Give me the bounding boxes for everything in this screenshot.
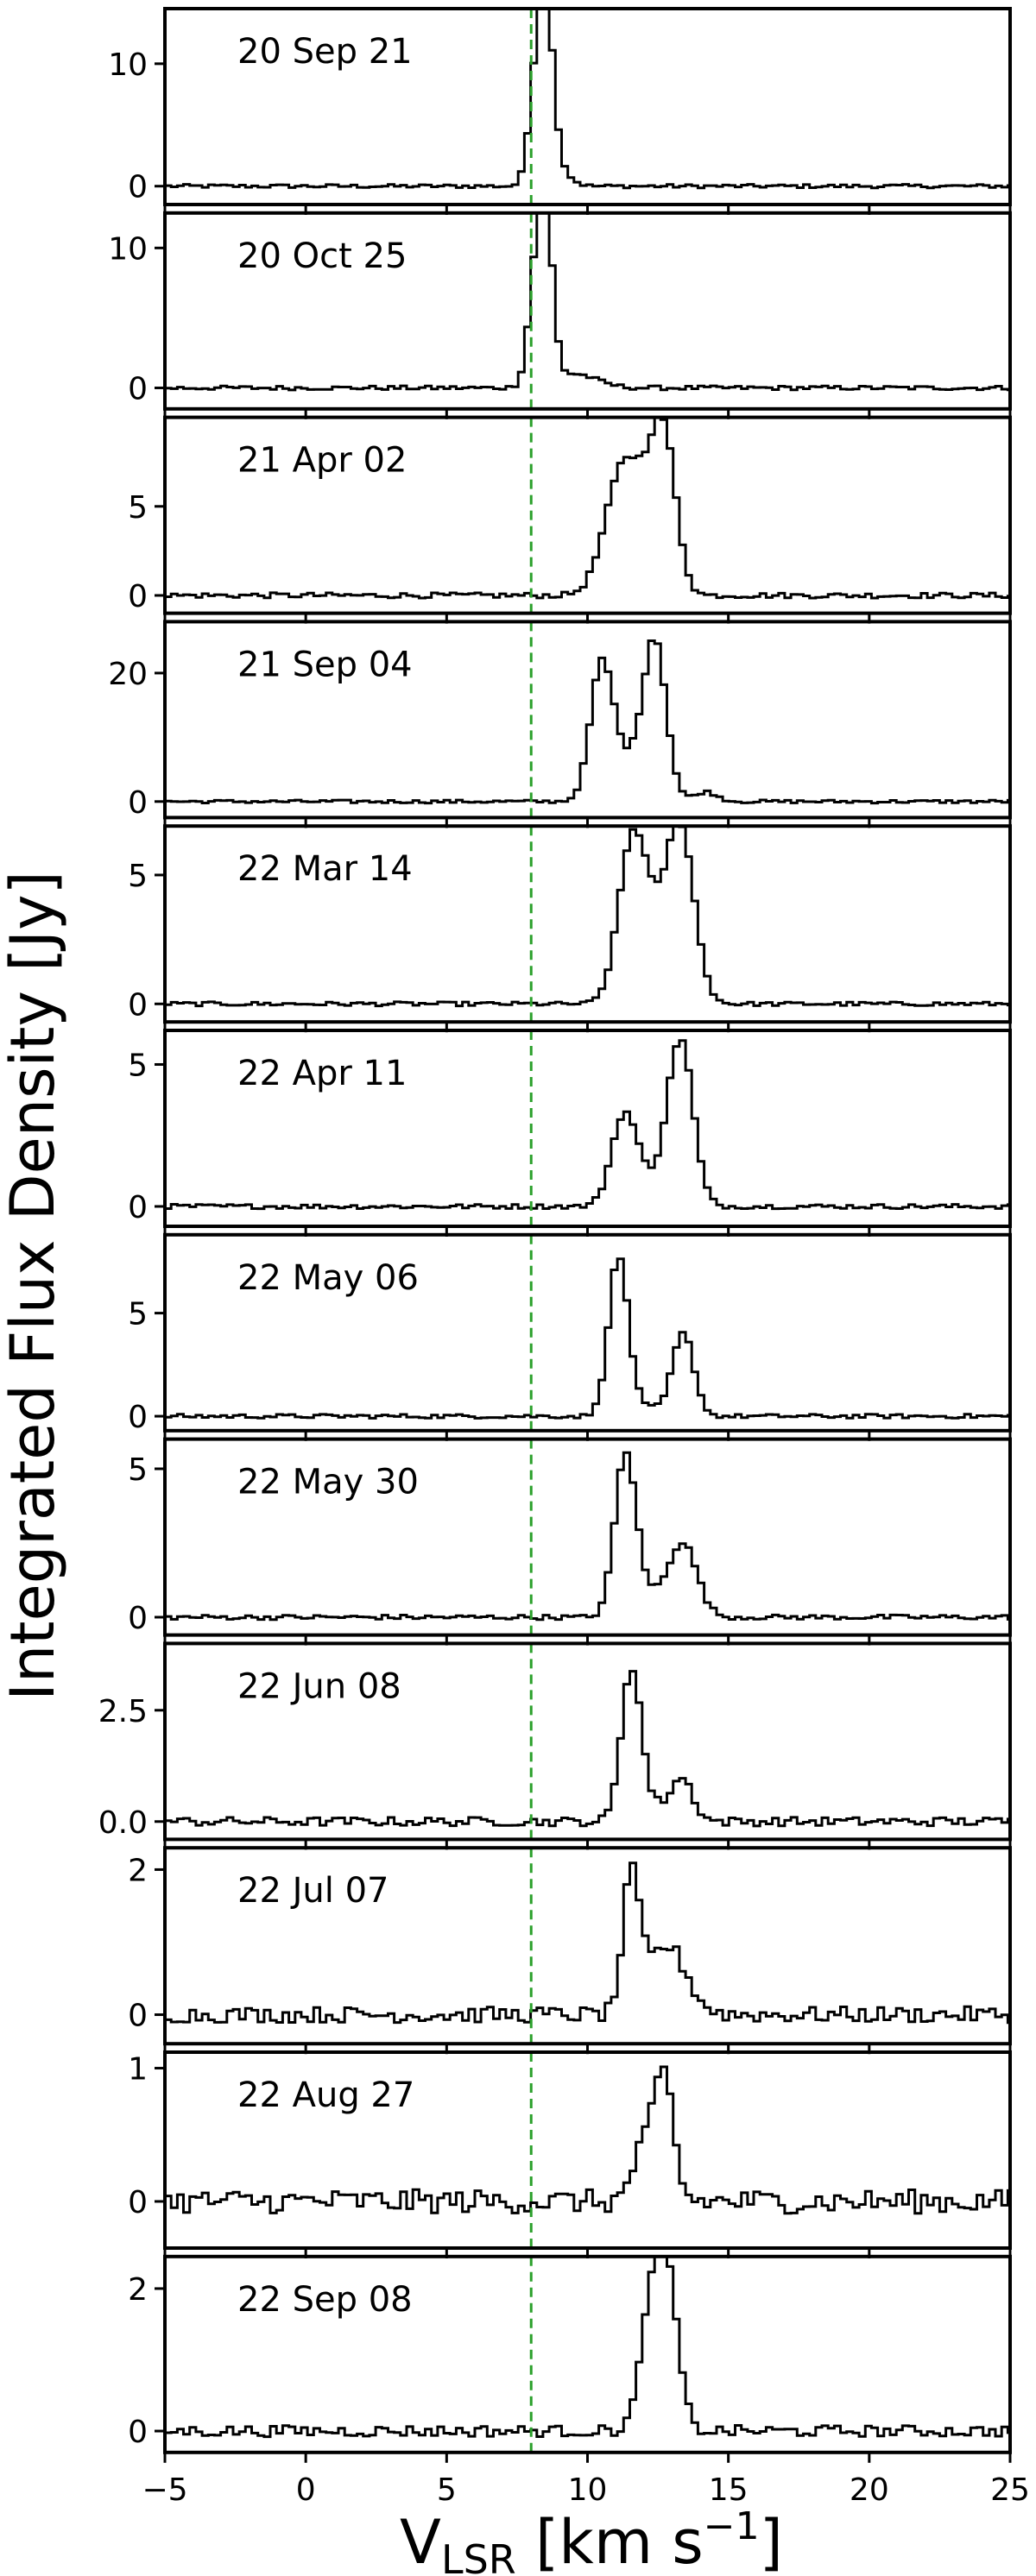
spectrum-panel: 0 1 22 Aug 27: [128, 2050, 1012, 2258]
panel-date-label: 20 Sep 21: [237, 32, 413, 72]
spectrum-line: [165, 9, 1010, 190]
spectrum-line: [165, 1039, 1010, 1211]
spectrum-panel: 0 5 22 Apr 11: [128, 1029, 1012, 1237]
panel-date-label: 22 May 30: [237, 1463, 419, 1502]
x-tick-label: 25: [990, 2472, 1030, 2508]
y-tick-label: 0: [128, 2415, 148, 2450]
y-tick-label: 20: [108, 657, 148, 692]
panel-date-label: 21 Sep 04: [237, 645, 413, 684]
spectrum-line: [165, 417, 1010, 600]
spectrum-panel: 0 5 22 May 06: [128, 1232, 1012, 1441]
spectrum-line: [165, 212, 1010, 392]
spectrum-panel: 0.0 2.5 22 Jun 08: [98, 1641, 1012, 1850]
panel-date-label: 22 Sep 08: [237, 2280, 413, 2320]
spectrum-line: [165, 2256, 1010, 2439]
panel-date-label: 20 Oct 25: [237, 236, 407, 276]
panel-date-label: 22 Mar 14: [237, 849, 413, 889]
y-tick-label: 0: [128, 785, 148, 821]
x-tick-label: 10: [568, 2472, 608, 2508]
y-axis-title: Integrated Flux Density [Jy]: [0, 871, 68, 1701]
y-tick-label: 0: [128, 987, 148, 1023]
spectrum-line: [165, 1257, 1010, 1420]
x-tick-label: 20: [850, 2472, 889, 2508]
panel-date-label: 22 Jul 07: [237, 1871, 389, 1911]
x-tick-label: 15: [709, 2472, 749, 2508]
y-tick-label: 5: [128, 490, 148, 526]
y-tick-label: 2.5: [98, 1694, 148, 1729]
spectrum-line: [165, 639, 1010, 805]
y-tick-label: 10: [108, 231, 148, 267]
y-tick-label: 0: [128, 371, 148, 406]
spectrum-line: [165, 826, 1010, 1008]
y-tick-label: 1: [128, 2052, 148, 2088]
y-tick-label: 0: [128, 170, 148, 205]
spectrum-panel: 0 5 22 May 30: [128, 1437, 1012, 1646]
y-tick-label: 0: [128, 1999, 148, 2034]
spectrum-line: [165, 1861, 1010, 2025]
y-tick-label: 0: [128, 1400, 148, 1435]
y-tick-label: 5: [128, 859, 148, 894]
y-tick-label: 2: [128, 2272, 148, 2308]
spectrum-panel: 0 5 22 Mar 14: [128, 824, 1012, 1033]
panel-date-label: 22 Jun 08: [237, 1666, 401, 1706]
panel-date-label: 22 Aug 27: [237, 2075, 414, 2115]
y-tick-label: 0: [128, 1190, 148, 1225]
x-tick-label: −5: [142, 2472, 187, 2508]
x-axis-title: VLSR [km s−1]: [400, 2504, 783, 2576]
y-tick-label: 0: [128, 579, 148, 614]
spectrum-panel: 0 2 22 Sep 08 −5 0 5 10 15 20 25: [128, 2254, 1030, 2508]
spectrum-panel: 0 20 21 Sep 04: [108, 620, 1012, 828]
spectrum-panel: 0 5 21 Apr 02: [128, 415, 1012, 624]
spectrum-line: [165, 1451, 1010, 1622]
y-tick-label: 5: [128, 1048, 148, 1083]
y-tick-label: 0: [128, 2185, 148, 2220]
y-tick-label: 2: [128, 1853, 148, 1888]
spectrum-line: [165, 2065, 1010, 2215]
y-tick-label: 0: [128, 1601, 148, 1636]
x-tick-label: 5: [437, 2472, 457, 2508]
spectrum-panel: 0 2 22 Jul 07: [128, 1846, 1012, 2055]
spectrum-panel: 0 10 20 Oct 25: [108, 211, 1012, 419]
spectrum-line: [165, 1670, 1010, 1828]
y-tick-label: 10: [108, 47, 148, 83]
x-tick-label: 0: [296, 2472, 316, 2508]
y-tick-label: 5: [128, 1297, 148, 1332]
y-tick-label: 0.0: [98, 1805, 148, 1841]
panel-date-label: 22 Apr 11: [237, 1054, 407, 1093]
panel-date-label: 21 Apr 02: [237, 441, 407, 481]
y-tick-label: 5: [128, 1452, 148, 1488]
panel-date-label: 22 May 06: [237, 1258, 419, 1298]
spectrum-panel: 0 10 20 Sep 21: [108, 7, 1012, 215]
